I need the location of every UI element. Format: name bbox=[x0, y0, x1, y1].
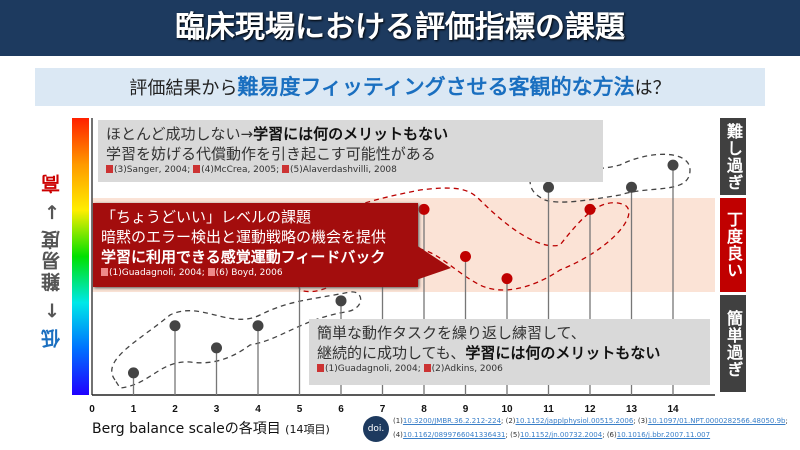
doi-link[interactable]: 10.1097/01.NPT.0000282566.48050.9b bbox=[647, 417, 786, 425]
x-tick-label: 12 bbox=[584, 404, 596, 415]
subtitle-banner: 評価結果から難易度フィッティングさせる客観的な方法は？ bbox=[35, 68, 765, 106]
ref: (6) Boyd, 2006 bbox=[215, 268, 283, 278]
x-tick-label: 10 bbox=[501, 404, 513, 415]
ref: (4)McCrea, 2005; bbox=[201, 165, 282, 175]
note-text: 継続的に成功しても、 bbox=[317, 344, 466, 362]
x-tick-label: 1 bbox=[131, 404, 137, 415]
ref-number: ; (3) bbox=[633, 417, 648, 425]
book-icon bbox=[207, 268, 215, 276]
x-title-note: (14項目) bbox=[285, 423, 330, 436]
references: (1)Guadagnoli, 2004; (2)Adkins, 2006 bbox=[317, 363, 702, 376]
note-text: ほとんど成功しない→ bbox=[106, 125, 254, 143]
zone-too-hard: 難し過ぎ bbox=[720, 118, 746, 195]
easy-cluster-outline bbox=[111, 291, 362, 389]
point-item-4 bbox=[252, 320, 264, 332]
note-emphasis: 学習には何のメリットもない bbox=[253, 125, 449, 143]
x-title-text: Berg balance scaleの各項目 bbox=[92, 421, 281, 437]
point-item-10 bbox=[501, 273, 513, 285]
good-cluster-outline bbox=[289, 187, 630, 293]
references: (3)Sanger, 2004; (4)McCrea, 2005; (5)Ala… bbox=[106, 164, 595, 177]
point-item-12 bbox=[584, 203, 596, 215]
x-tick-label: 11 bbox=[543, 404, 554, 415]
note-text: 暗黙のエラー検出と運動戦略の機会を提供 bbox=[101, 228, 387, 246]
page-title: 臨床現場における評価指標の課題 bbox=[0, 0, 800, 56]
references: (1)Guadagnoli, 2004; (6) Boyd, 2006 bbox=[101, 267, 410, 280]
point-item-9 bbox=[460, 251, 471, 262]
doi-link[interactable]: 10.3200/JMBR.36.2.212-224 bbox=[402, 417, 502, 425]
callout-pointer bbox=[416, 245, 451, 280]
book-icon bbox=[317, 364, 324, 372]
subtitle-suffix: は？ bbox=[634, 78, 671, 99]
note-emphasis: 学習に利用できる感覚運動フィードバック bbox=[101, 248, 386, 266]
x-tick-label: 5 bbox=[297, 404, 303, 415]
book-icon bbox=[281, 165, 289, 173]
just-right-callout: 「ちょうどいい」レベルの課題 暗黙のエラー検出と運動戦略の機会を提供 学習に利用… bbox=[93, 203, 418, 287]
x-tick-label: 3 bbox=[214, 404, 220, 415]
doi-link[interactable]: 10.1016/j.bbr.2007.11.007 bbox=[616, 431, 711, 439]
difficulty-color-bar bbox=[72, 118, 89, 395]
ref-number: ; (6) bbox=[602, 431, 617, 439]
ref-number: (4) bbox=[393, 431, 403, 439]
x-tick-label: 9 bbox=[463, 404, 469, 415]
x-tick-label: 14 bbox=[667, 404, 679, 415]
too-easy-callout: 簡単な動作タスクを繰り返し練習して、 継続的に成功しても、学習には何のメリットも… bbox=[309, 319, 710, 385]
x-tick-label: 7 bbox=[380, 404, 386, 415]
x-tick-label: 0 bbox=[89, 404, 95, 415]
point-item-11 bbox=[543, 181, 554, 193]
subtitle-prefix: 評価結果から bbox=[129, 78, 238, 99]
x-tick-label: 4 bbox=[255, 404, 261, 415]
x-tick-label: 6 bbox=[338, 404, 344, 415]
doi-badge-icon: doi. bbox=[363, 416, 389, 442]
point-item-8 bbox=[418, 203, 430, 215]
note-text: 学習を妨げる代償動作を引き起こす可能性がある bbox=[106, 145, 436, 163]
doi-references: (1)10.3200/JMBR.36.2.212-224; (2)10.1152… bbox=[393, 414, 788, 442]
note-text: 「ちょうどいい」レベルの課題 bbox=[101, 208, 312, 226]
too-hard-callout: ほとんど成功しない→学習には何のメリットもない 学習を妨げる代償動作を引き起こす… bbox=[98, 120, 603, 182]
doi-link[interactable]: 10.1162/0899766041336431 bbox=[402, 431, 506, 439]
book-icon bbox=[106, 165, 113, 173]
x-tick-label: 8 bbox=[421, 404, 427, 415]
ref: (3)Sanger, 2004; bbox=[114, 165, 194, 175]
subtitle-highlight: 難易度フィッティングさせる客観的な方法 bbox=[237, 75, 635, 99]
ref: (2)Adkins, 2006 bbox=[431, 364, 503, 374]
note-text: 簡単な動作タスクを繰り返し練習して、 bbox=[317, 324, 586, 342]
book-icon bbox=[101, 268, 108, 276]
point-item-1 bbox=[128, 367, 139, 379]
ref: (1)Guadagnoli, 2004; bbox=[109, 268, 208, 278]
ref: (5)Alaverdashvilli, 2008 bbox=[289, 165, 397, 175]
note-emphasis: 学習には何のメリットもない bbox=[465, 344, 661, 362]
ref-number: ; (2) bbox=[501, 417, 516, 425]
point-item-13 bbox=[626, 181, 637, 193]
doi-link[interactable]: 10.1152/japplphysiol.00515.2006 bbox=[515, 417, 634, 425]
x-tick-label: 2 bbox=[172, 404, 178, 415]
x-axis-title: Berg balance scaleの各項目 (14項目) bbox=[92, 418, 330, 438]
ref: (1)Guadagnoli, 2004; bbox=[325, 364, 424, 374]
point-item-14 bbox=[667, 159, 679, 171]
zone-too-easy: 簡単過ぎ bbox=[720, 295, 746, 392]
zone-just-right: 丁度良い bbox=[720, 198, 746, 292]
ref-number: ; (5) bbox=[505, 431, 521, 439]
point-item-2 bbox=[169, 320, 181, 332]
point-item-3 bbox=[211, 342, 222, 354]
ref-separator: ; bbox=[785, 417, 788, 425]
book-icon bbox=[423, 364, 431, 372]
ref-number: (1) bbox=[393, 417, 403, 425]
point-item-6 bbox=[335, 295, 347, 307]
x-tick-label: 13 bbox=[626, 404, 638, 415]
doi-link[interactable]: 10.1152/jn.00732.2004 bbox=[520, 431, 603, 439]
book-icon bbox=[193, 165, 201, 173]
